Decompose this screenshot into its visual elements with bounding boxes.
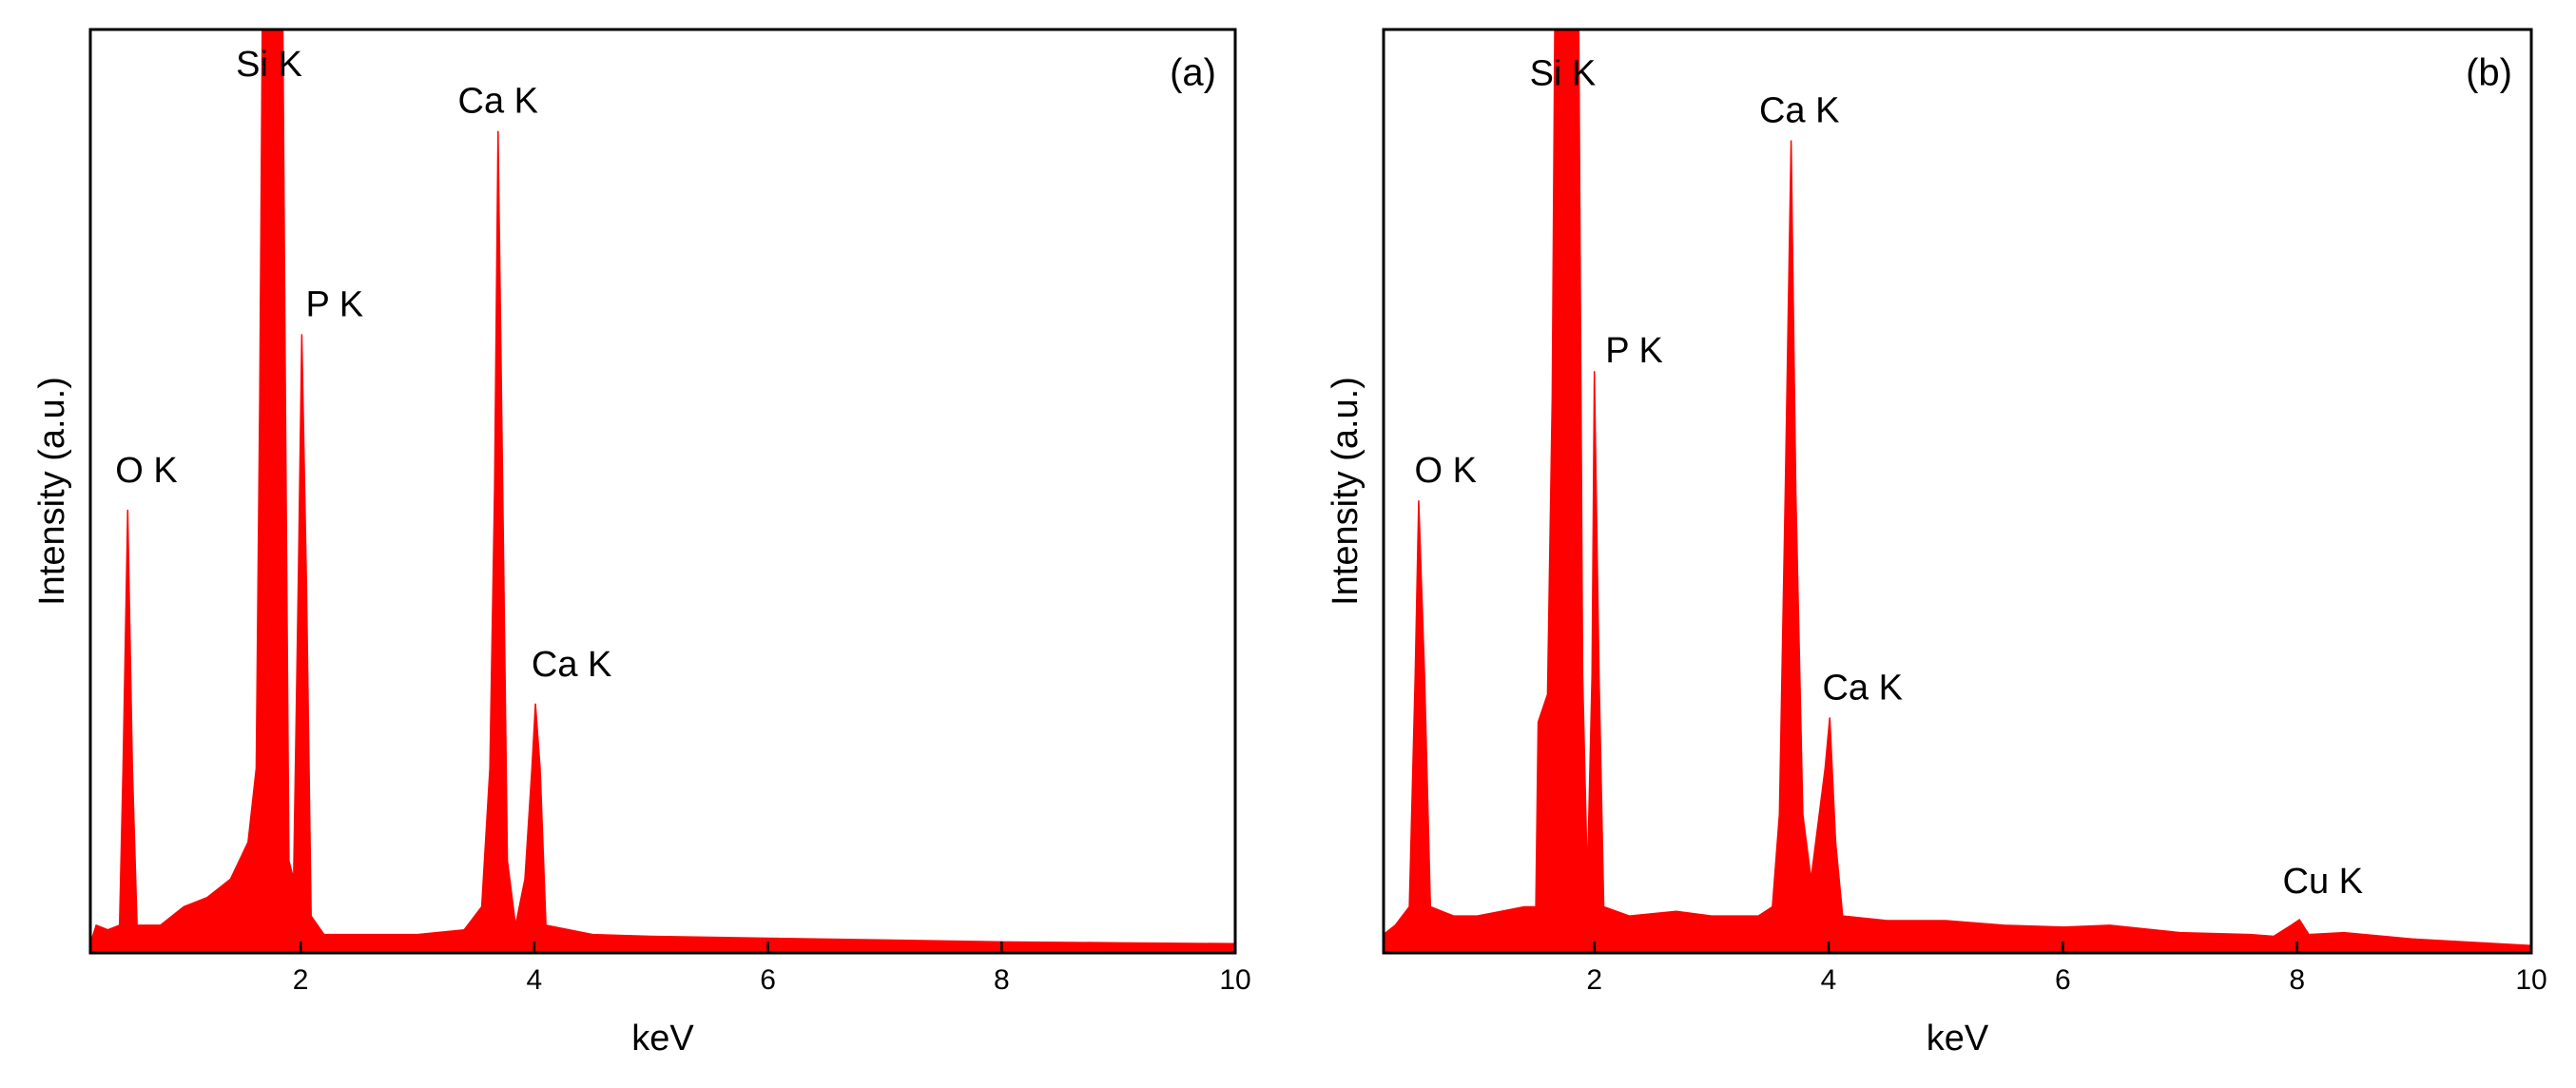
- panel-label: (b): [2466, 52, 2512, 94]
- x-axis-label: keV: [631, 1019, 694, 1059]
- x-tick-label: 6: [2055, 964, 2071, 996]
- peak-label: Cu K: [2283, 862, 2363, 902]
- peak-label: Ca K: [1759, 90, 1839, 130]
- plot-frame: [88, 28, 1237, 955]
- peak-label: P K: [305, 284, 363, 324]
- x-axis-label: keV: [1927, 1019, 1989, 1059]
- panel-label: (a): [1170, 52, 1216, 94]
- x-tick-label: 10: [1219, 964, 1250, 996]
- area-series: [90, 29, 1235, 953]
- y-axis-label: Intensity (a.u.): [32, 377, 72, 606]
- plot-frame: [1382, 28, 2533, 955]
- peak-label: Si K: [1530, 54, 1597, 94]
- x-tick-label: 10: [2515, 964, 2547, 996]
- area-series: [1384, 29, 2531, 953]
- peak-label: Ca K: [458, 82, 538, 122]
- peak-label: O K: [1415, 451, 1477, 491]
- x-tick-label: 6: [760, 964, 776, 996]
- peak-label: Si K: [236, 45, 302, 85]
- y-axis-label: Intensity (a.u.): [1326, 377, 1365, 606]
- peak-label: Ca K: [532, 645, 611, 685]
- x-tick-label: 4: [1821, 964, 1837, 996]
- x-tick-label: 2: [1586, 964, 1602, 996]
- spectrum: [1384, 29, 2531, 953]
- x-tick-label: 4: [527, 964, 543, 996]
- x-tick-label: 8: [2289, 964, 2305, 996]
- x-tick-label: 2: [293, 964, 309, 996]
- peak-label: Ca K: [1822, 668, 1902, 708]
- x-tick-label: 8: [994, 964, 1010, 996]
- peak-label: P K: [1605, 331, 1663, 371]
- peak-label: O K: [115, 451, 177, 491]
- spectrum: [90, 29, 1235, 953]
